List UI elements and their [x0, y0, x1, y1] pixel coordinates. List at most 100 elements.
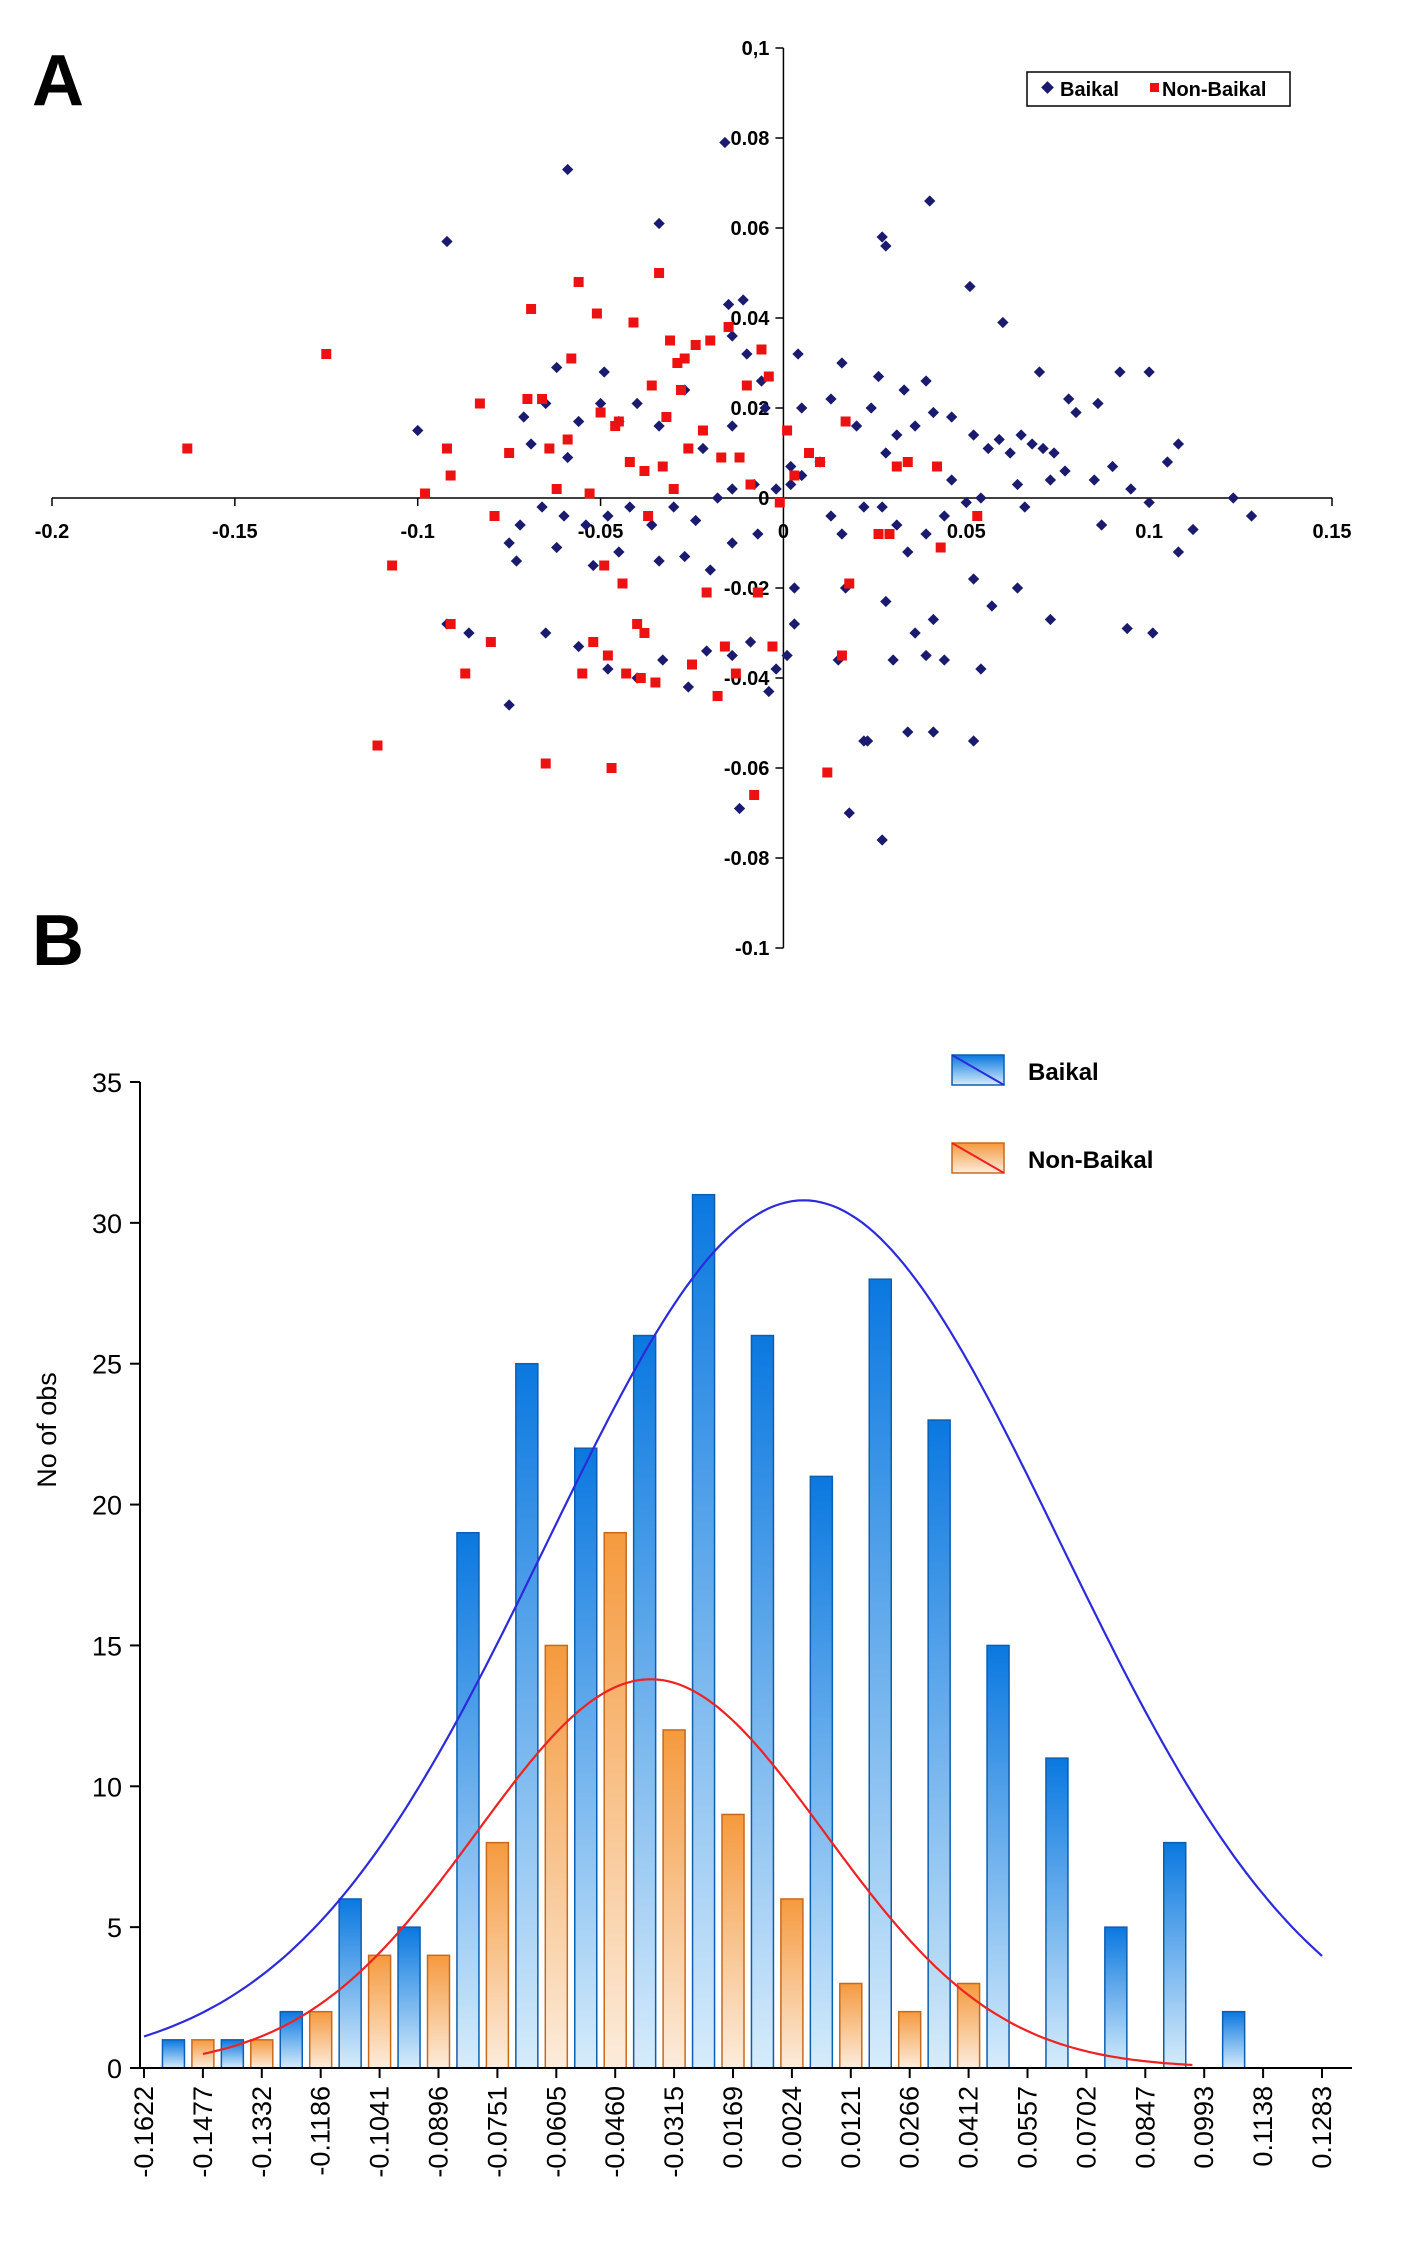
histogram-bar-nonbaikal: [839, 1982, 863, 2069]
histogram-y-tick-label: 10: [92, 1772, 122, 1802]
scatter-point-baikal: [880, 240, 892, 252]
histogram-x-tick-label: 0.0169: [718, 2086, 748, 2169]
histogram-bar-nonbaikal: [191, 2039, 215, 2069]
scatter-point-baikal: [924, 195, 936, 207]
scatter-point-baikal: [997, 316, 1009, 329]
histogram-bar-baikal: [868, 1278, 892, 2069]
scatter-point-baikal: [737, 294, 749, 306]
scatter-point-baikal: [1011, 478, 1024, 491]
scatter-point-baikal: [657, 654, 669, 666]
scatter-point-nonbaikal: [840, 416, 851, 427]
histogram-x-tick-label: -0.0751: [482, 2086, 512, 2178]
scatter-point-nonbaikal: [504, 448, 515, 458]
histogram-x-tick-label: -0.0315: [659, 2086, 689, 2178]
histogram-axes: 0 5 10 15 20 25 30 35 -0.1622 -0.1477 -0.1332 -0.11…: [92, 1068, 1352, 2178]
scatter-point-nonbaikal: [668, 484, 679, 494]
scatter-point-baikal: [902, 546, 914, 558]
scatter-point-baikal: [726, 330, 738, 342]
histogram-y-tick-label: 25: [92, 1350, 122, 1380]
scatter-point-baikal: [631, 397, 643, 410]
histogram-bar-nonbaikal: [426, 1954, 451, 2069]
scatter-point-nonbaikal: [584, 488, 595, 499]
scatter-point-baikal: [770, 663, 782, 675]
scatter-point-nonbaikal: [657, 461, 668, 472]
scatter-point-baikal: [986, 600, 998, 612]
scatter-y-tick-label: -0.06: [724, 758, 770, 780]
histogram-bar-nonbaikal: [250, 2039, 274, 2069]
scatter-point-baikal: [594, 397, 607, 410]
scatter-point-nonbaikal: [635, 673, 646, 683]
legend-nonbaikal-b: Non-Baikal: [1028, 1147, 1153, 1174]
scatter-point-baikal: [697, 442, 709, 455]
scatter-x-tick-label: 0.1: [1135, 521, 1163, 543]
scatter-point-baikal: [602, 510, 614, 522]
scatter-x-tick-label: -0.2: [35, 521, 69, 543]
scatter-point-nonbaikal: [690, 340, 701, 350]
scatter-point-baikal: [587, 559, 599, 572]
histogram-chart: 0 5 10 15 20 25 30 35 -0.1622 -0.1477 -0.1332 -0.11…: [32, 1054, 1352, 2178]
scatter-point-nonbaikal: [566, 353, 577, 364]
scatter-point-nonbaikal: [321, 349, 332, 359]
histogram-bar-nonbaikal: [603, 1531, 627, 2069]
scatter-point-baikal: [1044, 474, 1057, 486]
histogram-x-tick-label: -0.1477: [188, 2086, 218, 2178]
scatter-point-nonbaikal: [639, 628, 650, 638]
scatter-point-nonbaikal: [697, 425, 708, 436]
scatter-point-baikal: [525, 438, 537, 450]
scatter-point-baikal: [562, 451, 574, 464]
scatter-point-baikal: [967, 573, 980, 585]
scatter-x-tick-label: -0.1: [400, 521, 434, 543]
scatter-point-baikal: [920, 375, 932, 387]
histogram-bar-nonbaikal: [544, 1644, 569, 2069]
scatter-point-baikal: [975, 663, 987, 675]
histogram-bar-nonbaikal: [308, 2010, 333, 2069]
scatter-point-baikal: [572, 415, 585, 428]
scatter-y-tick-label: 0.04: [730, 308, 770, 330]
scatter-point-baikal: [876, 834, 888, 846]
scatter-point-nonbaikal: [665, 335, 676, 346]
scatter-point-baikal: [1044, 613, 1057, 626]
histogram-bar-nonbaikal: [897, 2010, 922, 2069]
scatter-point-nonbaikal: [701, 587, 712, 598]
scatter-point-nonbaikal: [822, 767, 833, 778]
scatter-y-tick-label: -0.08: [724, 848, 770, 870]
scatter-point-baikal: [946, 411, 958, 423]
histogram-bar-baikal: [986, 1644, 1010, 2069]
scatter-point-nonbaikal: [460, 668, 471, 679]
scatter-point-nonbaikal: [687, 659, 697, 670]
scatter-point-baikal: [1088, 474, 1100, 486]
scatter-point-baikal: [938, 510, 950, 522]
histogram-x-tick-label: 0.0412: [954, 2086, 984, 2169]
scatter-point-baikal: [1114, 366, 1126, 378]
scatter-point-nonbaikal: [617, 578, 628, 589]
scatter-point-baikal: [763, 685, 775, 698]
histogram-bar-baikal: [1045, 1757, 1069, 2069]
scatter-point-baikal: [653, 555, 665, 567]
scatter-point-nonbaikal: [873, 529, 884, 539]
scatter-point-nonbaikal: [445, 470, 456, 481]
scatter-point-baikal: [843, 807, 855, 819]
scatter-y-tick-label: 0,1: [742, 38, 770, 60]
legend-baikal-swatch-line: [951, 1054, 1005, 1086]
scatter-point-baikal: [719, 136, 731, 149]
scatter-point-baikal: [792, 348, 804, 360]
scatter-point-nonbaikal: [606, 763, 617, 773]
scatter-point-baikal: [759, 402, 771, 414]
scatter-point-baikal: [872, 370, 885, 383]
scatter-points: [182, 136, 1258, 846]
scatter-point-baikal: [858, 735, 870, 747]
scatter-point-baikal: [1161, 456, 1174, 468]
scatter-point-baikal: [1063, 393, 1075, 405]
scatter-point-baikal: [876, 501, 888, 513]
scatter-point-nonbaikal: [624, 457, 635, 467]
scatter-point-baikal: [558, 510, 570, 522]
scatter-point-baikal: [653, 217, 665, 230]
scatter-point-baikal: [1172, 438, 1185, 450]
scatter-point-baikal: [580, 519, 592, 531]
histogram-x-tick-label: 0.0993: [1189, 2086, 1219, 2169]
scatter-point-baikal: [1106, 460, 1119, 473]
scatter-point-nonbaikal: [730, 668, 741, 679]
fit-curve-baikal: [143, 1199, 1323, 2038]
histogram-bar-baikal: [809, 1475, 834, 2069]
legend-nonbaikal-marker-a: [1150, 83, 1159, 92]
